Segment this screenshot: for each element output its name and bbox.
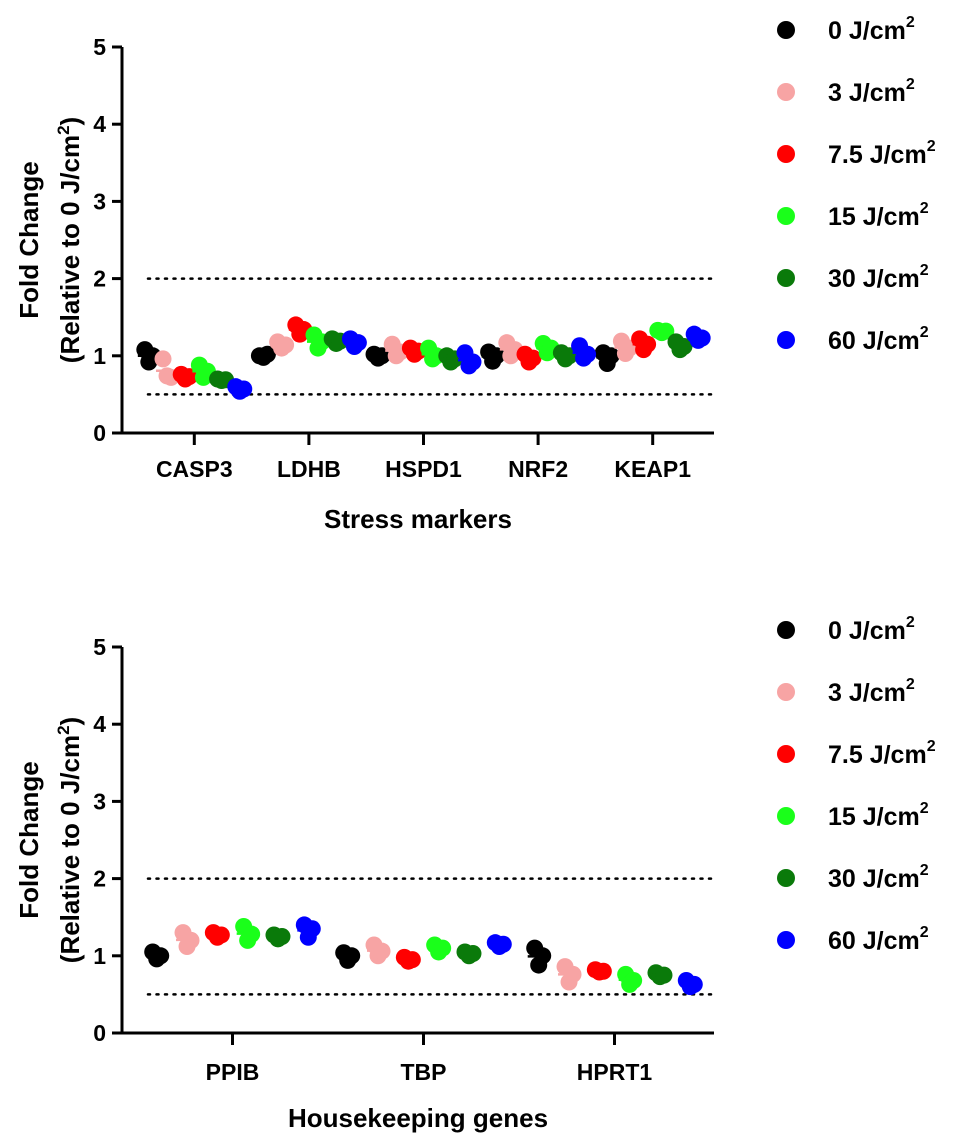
x-axis-title: Housekeeping genes — [288, 1103, 548, 1133]
legend: 0 J/cm2 3 J/cm2 7.5 J/cm2 15 J/cm2 30 J/cm2 6… — [777, 14, 936, 355]
series-15-j-cm2 — [235, 917, 643, 993]
x-tick-label-hprt1: HPRT1 — [577, 1059, 653, 1085]
legend-label: 7.5 J/cm2 — [828, 738, 936, 769]
legend-marker — [777, 683, 795, 701]
legend-label: 30 J/cm2 — [828, 262, 929, 293]
y-tick-label: 1 — [93, 343, 106, 369]
data-point — [464, 353, 482, 371]
legend-marker — [777, 807, 795, 825]
data-point — [303, 920, 321, 938]
chart-2: 0 1 2 3 4 5 PPIB TBP HPRT1 Housekeeping genes Fold… — [14, 614, 936, 1133]
legend-marker — [777, 621, 795, 639]
legend-label: 7.5 J/cm2 — [828, 138, 936, 169]
series-7-5-j-cm2 — [172, 316, 657, 388]
x-tick-label-keap1: KEAP1 — [614, 456, 691, 482]
legend-label: 3 J/cm2 — [828, 676, 915, 707]
legend-label: 0 J/cm2 — [828, 614, 915, 645]
series-60-j-cm2 — [227, 325, 711, 400]
y-axis-title-line2: (Relative to 0 J/cm2) — [54, 117, 85, 363]
y-axis-title-line1: Fold Change — [14, 761, 44, 918]
series-3-j-cm2 — [174, 924, 582, 991]
y-tick-label: 4 — [93, 111, 106, 137]
data-point — [602, 347, 620, 365]
y-tick-label: 3 — [93, 188, 106, 214]
data-point — [258, 345, 276, 363]
legend-marker — [777, 145, 795, 163]
series-0-j-cm2 — [144, 939, 552, 974]
series-60-j-cm2 — [295, 916, 703, 996]
y-tick-label: 5 — [93, 34, 106, 60]
y-axis-title-line2: (Relative to 0 J/cm2) — [54, 717, 85, 963]
y-tick-label: 3 — [93, 788, 106, 814]
y-tick-label: 2 — [93, 866, 106, 892]
legend-marker — [777, 21, 795, 39]
y-axis-title-line1: Fold Change — [14, 161, 44, 318]
legend-marker — [777, 83, 795, 101]
legend-label: 60 J/cm2 — [828, 324, 929, 355]
y-tick-label: 0 — [93, 1020, 106, 1046]
legend-marker — [777, 745, 795, 763]
data-point — [579, 345, 597, 363]
legend-label: 3 J/cm2 — [828, 76, 915, 107]
series-7-5-j-cm2 — [204, 924, 612, 981]
x-tick-label-ppib: PPIB — [206, 1059, 260, 1085]
y-tick-label: 2 — [93, 266, 106, 292]
x-tick-label-casp3: CASP3 — [156, 456, 233, 482]
legend-label: 15 J/cm2 — [828, 800, 929, 831]
y-tick-label: 4 — [93, 711, 106, 737]
legend: 0 J/cm2 3 J/cm2 7.5 J/cm2 15 J/cm2 30 J/cm2 6… — [777, 614, 936, 955]
data-point — [154, 350, 172, 368]
legend-marker — [777, 331, 795, 349]
series-30-j-cm2 — [209, 330, 693, 390]
x-tick-label-tbp: TBP — [401, 1059, 447, 1085]
chart-1: 0 1 2 3 4 5 CASP3 LDHB HSPD1 NRF2 KEAP1 Stress mark… — [14, 14, 936, 534]
y-tick-label: 0 — [93, 420, 106, 446]
x-tick-label-hspd1: HSPD1 — [385, 456, 462, 482]
y-tick-label: 1 — [93, 943, 106, 969]
x-tick-label-nrf2: NRF2 — [508, 456, 568, 482]
legend-label: 30 J/cm2 — [828, 862, 929, 893]
x-axis-title: Stress markers — [324, 504, 512, 534]
legend-marker — [777, 207, 795, 225]
legend-label: 15 J/cm2 — [828, 200, 929, 231]
legend-label: 0 J/cm2 — [828, 14, 915, 45]
legend-label: 60 J/cm2 — [828, 924, 929, 955]
legend-marker — [777, 869, 795, 887]
y-tick-label: 5 — [93, 634, 106, 660]
series-15-j-cm2 — [190, 321, 675, 386]
legend-marker — [777, 269, 795, 287]
x-tick-label-ldhb: LDHB — [277, 456, 341, 482]
legend-marker — [777, 931, 795, 949]
series-30-j-cm2 — [265, 926, 673, 986]
